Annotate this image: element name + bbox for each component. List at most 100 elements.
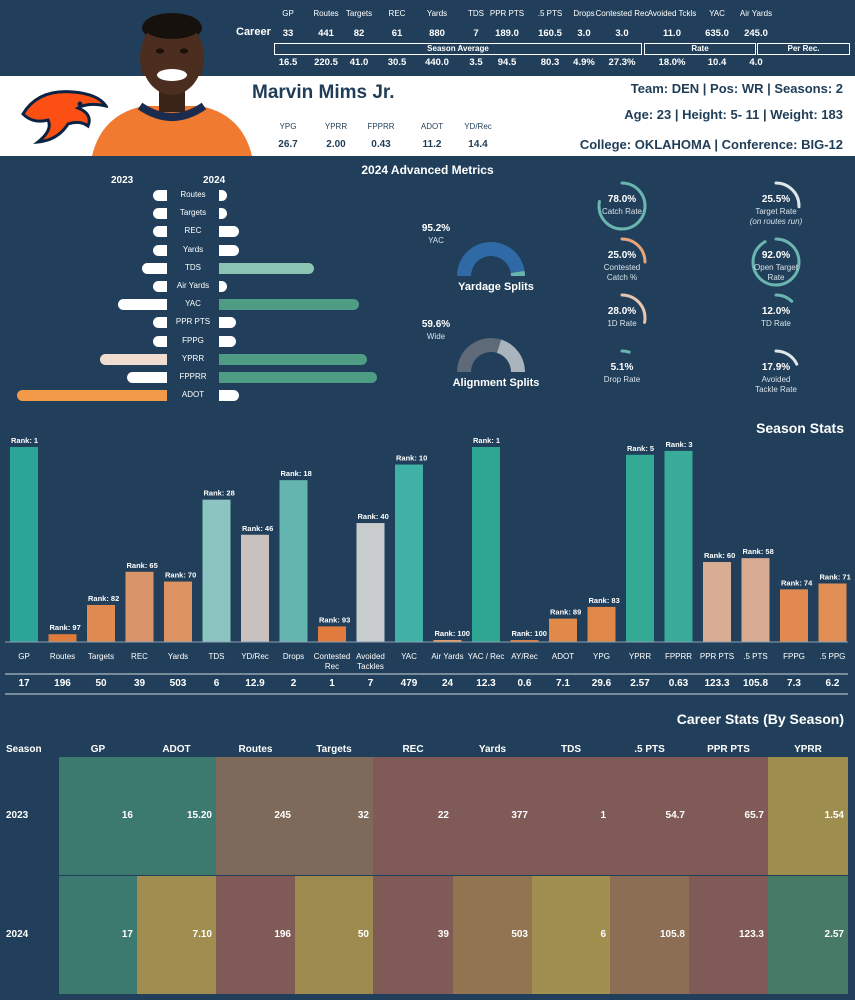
gauge-segment <box>510 270 525 276</box>
career-header: TDS <box>468 9 484 18</box>
ring-arc <box>751 293 801 343</box>
career-table-header: .5 PTS <box>634 744 665 755</box>
season-bar-rank: Rank: 97 <box>50 623 81 632</box>
ring-label: Open Target <box>754 263 798 272</box>
bar-2023 <box>126 372 167 383</box>
season-bar-value: 479 <box>400 678 418 689</box>
career-header: Routes <box>313 9 339 18</box>
season-bar-category: Targets <box>87 652 115 661</box>
career-table-cell-bg <box>610 876 689 994</box>
career-table-cell: 50 <box>357 929 369 940</box>
season-bar-value: 7.1 <box>556 678 570 689</box>
ring-label: Target Rate <box>755 207 797 216</box>
season-bar-rank: Rank: 100 <box>435 629 470 638</box>
career-stats-header: Career GP 33 16.5 Routes 441 220.5 Targets 82 41.… <box>232 0 852 75</box>
career-table-cell: 196 <box>274 929 291 940</box>
season-bar-category: Contested Rec <box>313 652 351 671</box>
season-bar-value: 17 <box>18 678 30 689</box>
career-table-header: Season <box>6 744 42 755</box>
bar-2024 <box>219 208 227 220</box>
career-header: GP <box>282 9 294 18</box>
career-table-cell-bg <box>373 757 453 875</box>
bar-2023 <box>153 226 167 238</box>
career-sub-value: 16.5 <box>278 57 298 68</box>
career-sub-value: 440.0 <box>425 57 449 68</box>
bar-2023 <box>153 317 167 329</box>
career-table-cell: 15.20 <box>186 810 212 821</box>
advanced-row-label: FPPG <box>182 335 204 345</box>
career-table-cell: 123.3 <box>738 929 764 940</box>
season-bar-value: 0.6 <box>517 678 532 689</box>
gauge-title: Alignment Splits <box>452 377 540 389</box>
career-sub-value: 10.4 <box>707 57 727 68</box>
career-sub-value: 4.9% <box>573 57 595 68</box>
college-line: College: OKLAHOMA | Conference: BIG-12 <box>579 137 843 152</box>
season-bar-value: 7 <box>367 678 374 689</box>
career-table-header: REC <box>402 744 424 755</box>
mini-stat-value: 11.2 <box>422 139 442 150</box>
ring-arc <box>751 181 801 231</box>
mini-stat-label: FPPRR <box>367 122 395 131</box>
bar-2024 <box>219 262 315 274</box>
season-bar-rank: Rank: 3 <box>666 440 693 449</box>
season-bar <box>241 534 269 642</box>
season-bar <box>318 626 346 642</box>
season-bar-value: 39 <box>133 678 146 689</box>
career-table-header: GP <box>90 744 106 755</box>
bar-2024 <box>219 226 239 238</box>
ring-value: 17.9% <box>761 362 791 373</box>
career-table-season: 2023 <box>6 810 29 821</box>
career-table-cell: 7.10 <box>192 929 212 940</box>
career-table-cell-bg <box>768 757 848 875</box>
career-table-cell-bg <box>137 876 216 994</box>
bar-2024 <box>219 317 236 329</box>
advanced-row-label: TDS <box>185 262 201 272</box>
ring-arc <box>751 349 801 399</box>
ring-chart <box>597 293 647 343</box>
ring-label-2: (on routes run) <box>749 217 803 226</box>
mini-stat-value: 26.7 <box>278 139 298 150</box>
season-bar-rank: Rank: 70 <box>165 571 196 580</box>
career-header: Avoided Tckls <box>647 9 697 18</box>
career-table-cell: 2.57 <box>824 929 844 940</box>
gauge-chart <box>457 242 525 276</box>
season-bar-rank: Rank: 58 <box>743 547 774 556</box>
bar-2023 <box>153 335 167 347</box>
season-bar <box>703 562 731 642</box>
career-header: PPR PTS <box>489 9 525 18</box>
season-bar-category: TDS <box>208 652 225 661</box>
ring-label: Catch Rate <box>601 207 643 216</box>
season-bar-value: 2.57 <box>630 678 650 689</box>
ring-chart <box>751 349 801 399</box>
season-bar-category: AY/Rec <box>511 652 538 661</box>
season-bar-value: 24 <box>441 678 454 689</box>
career-table-cell-bg <box>216 876 295 994</box>
career-sub-value: 94.5 <box>497 57 517 68</box>
ring-arc <box>751 237 801 287</box>
ring-chart <box>751 293 801 343</box>
ring-value: 5.1% <box>610 362 634 373</box>
career-value: 3.0 <box>615 28 629 39</box>
career-table-cell-bg <box>532 876 610 994</box>
career-table-cell: 32 <box>357 810 369 821</box>
gauge-segment <box>457 242 525 276</box>
career-value: 160.5 <box>538 28 562 39</box>
career-row-label: Career <box>236 26 271 38</box>
advanced-row-label: Targets <box>179 208 207 218</box>
career-table-season: 2024 <box>6 929 29 940</box>
season-bar-category: .5 PTS <box>743 652 768 661</box>
bar-2024 <box>219 353 368 365</box>
season-bar <box>202 499 231 642</box>
career-table-cell: 377 <box>511 810 528 821</box>
ring-value: 25.0% <box>607 250 637 261</box>
ring-label-2: Tackle Rate <box>755 385 797 394</box>
season-stats-title: Season Stats <box>756 420 844 436</box>
advanced-row-label: Routes <box>180 190 206 199</box>
bar-2024 <box>219 190 227 201</box>
gauge-value: 59.6% <box>421 319 451 330</box>
career-table-header: PPR PTS <box>707 744 750 755</box>
season-bar-category: .5 PPG <box>819 652 846 661</box>
season-bar-value: 12.3 <box>476 678 496 689</box>
age-line: Age: 23 | Height: 5- 11 | Weight: 183 <box>624 107 843 122</box>
career-sub-value: 4.0 <box>749 57 763 68</box>
